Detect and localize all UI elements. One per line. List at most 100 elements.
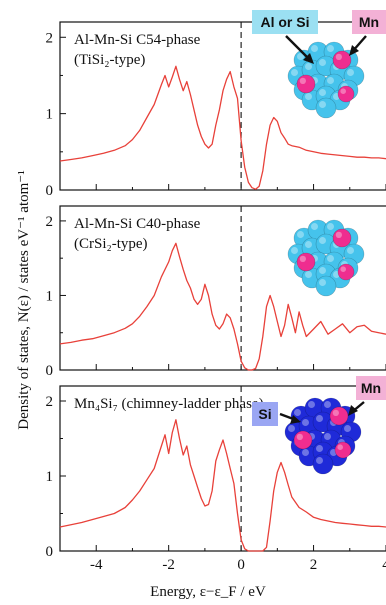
- cluster-accent-atom-a: [332, 228, 352, 248]
- cluster-atom-2-highlight: [324, 401, 331, 408]
- y-tick-label: 0: [46, 183, 54, 199]
- cluster-accent-atom-a-highlight: [335, 53, 342, 60]
- cluster-atom-14-highlight: [316, 445, 323, 452]
- cluster-accent-atom-c-highlight: [337, 444, 344, 451]
- cluster-atom-6-highlight: [319, 237, 326, 244]
- cluster-atom-1-highlight: [311, 45, 318, 52]
- cluster-accent-atom-c-highlight: [340, 88, 347, 94]
- dos-curve: [59, 419, 386, 552]
- cluster-accent-atom-c: [334, 441, 352, 459]
- cluster-atom-4-highlight: [291, 69, 298, 76]
- cluster-atom-16: [312, 453, 334, 475]
- cluster-accent-atom-b: [296, 252, 316, 272]
- cluster-atom-2-highlight: [327, 45, 334, 52]
- cluster-accent-atom-c: [337, 263, 355, 281]
- cluster-atom-4-highlight: [291, 247, 298, 254]
- cluster-atom-0-highlight: [297, 231, 304, 238]
- y-tick-label: 2: [46, 214, 54, 230]
- cluster-accent-atom-a-highlight: [332, 409, 339, 416]
- cluster-atom-11-highlight: [327, 255, 334, 262]
- dos-curve: [59, 242, 386, 371]
- x-axis-label: Energy, ε−ε_F / eV: [150, 584, 266, 600]
- y-axis-label: Density of states, N(ε) / states eV⁻¹ at…: [16, 170, 32, 429]
- legend-arrowhead: [349, 45, 359, 56]
- panel-title: Al-Mn-Si C40-phase: [74, 216, 201, 232]
- cluster-atom-13-highlight: [302, 449, 309, 456]
- cluster-atom-6-highlight: [319, 59, 326, 66]
- legend-mn-badge: [352, 10, 386, 34]
- cluster-accent-atom-b: [296, 74, 316, 94]
- cluster-atom-13-highlight: [305, 93, 312, 100]
- cluster-atom-5-highlight: [305, 63, 312, 70]
- cluster-atom-16-highlight: [319, 101, 326, 108]
- cluster-atom-13-highlight: [305, 271, 312, 278]
- panel-frame: [59, 385, 386, 552]
- cluster-atom-5-highlight: [305, 241, 312, 248]
- y-tick-label: 2: [46, 394, 54, 410]
- crystal-cluster-mn4si7: [284, 397, 362, 475]
- cluster-atom-4-highlight: [288, 425, 295, 432]
- legend-arrowhead: [290, 415, 301, 424]
- cluster-atom-16-highlight: [319, 279, 326, 286]
- y-tick-label: 0: [46, 363, 54, 379]
- panel-frame: [59, 205, 386, 371]
- cluster-accent-atom-b-highlight: [296, 433, 303, 440]
- cluster-accent-atom-b-highlight: [299, 255, 306, 262]
- panel-2: 0 1 2 Al-Mn-Si C40-phase (CrSi₂-type): [46, 205, 386, 379]
- x-tick-label: 0: [237, 557, 245, 573]
- cluster-accent-atom-b: [293, 430, 313, 450]
- x-tick-label: 4: [382, 557, 386, 573]
- panel-subtitle: (CrSi₂-type): [74, 236, 148, 252]
- cluster-accent-atom-b-highlight: [299, 77, 306, 84]
- cluster-atom-11-highlight: [324, 433, 331, 440]
- legend-mn-badge: [356, 376, 386, 400]
- cluster-atom-1-highlight: [308, 401, 315, 408]
- panel-title: Al-Mn-Si C54-phase: [74, 32, 201, 48]
- cluster-atom-16-highlight: [316, 457, 323, 464]
- cluster-accent-atom-a: [332, 50, 352, 70]
- panel-subtitle: (TiSi₂-type): [74, 52, 145, 68]
- cluster-atom-0-highlight: [297, 53, 304, 60]
- cluster-atom-8-highlight: [347, 69, 354, 76]
- panel-3: 0 1 2 Mn₄Si₇ (chimney-ladder phase)Si Mn: [46, 376, 386, 560]
- legend-si-label: Si: [258, 406, 271, 422]
- panels-group: 0 1 2 Al-Mn-Si C54-phase (TiSi₂-type) Al or S…: [46, 10, 386, 560]
- legend-arrow: [285, 35, 311, 61]
- cluster-atom-6-highlight: [316, 415, 323, 422]
- cluster-accent-atom-c: [337, 85, 355, 103]
- panel-title: Mn₄Si₇ (chimney-ladder phase): [74, 396, 264, 412]
- y-tick-label: 2: [46, 30, 54, 46]
- x-tick-label: 2: [310, 557, 318, 573]
- cluster-atom-16: [315, 275, 337, 297]
- cluster-atom-0-highlight: [294, 409, 301, 416]
- cluster-atom-16: [315, 97, 337, 119]
- legend-si-badge: [252, 402, 278, 426]
- legend-mn-label: Mn: [361, 380, 381, 396]
- cluster-atom-5-highlight: [302, 419, 309, 426]
- y-tick-label: 1: [46, 107, 54, 123]
- legend-mn-label: Mn: [359, 14, 379, 30]
- y-tick-label: 1: [46, 288, 54, 304]
- legend-al-si-label: Al or Si: [260, 14, 309, 30]
- panel-1: 0 1 2 Al-Mn-Si C54-phase (TiSi₂-type) Al or S…: [46, 10, 386, 199]
- dos-curve: [59, 65, 386, 190]
- cluster-atom-1-highlight: [311, 223, 318, 230]
- cluster-atom-14-highlight: [319, 267, 326, 274]
- x-tick-label: -2: [162, 557, 175, 573]
- cluster-atom-8-highlight: [347, 247, 354, 254]
- panel-frame: [59, 21, 386, 191]
- crystal-cluster-c40: [287, 219, 365, 297]
- y-tick-label: 1: [46, 469, 54, 485]
- cluster-accent-atom-a-highlight: [335, 231, 342, 239]
- legend-al-si-badge: [252, 10, 318, 34]
- cluster-accent-atom-a: [329, 406, 349, 426]
- cluster-atom-14-highlight: [319, 89, 326, 96]
- x-axis: -4 -2 0 2 4: [90, 557, 386, 573]
- cluster-atom-2-highlight: [327, 223, 334, 230]
- legend-arrowhead: [303, 53, 314, 64]
- cluster-atom-8-highlight: [344, 425, 351, 432]
- cluster-accent-atom-c-highlight: [340, 266, 347, 273]
- cluster-atom-11-highlight: [327, 77, 334, 84]
- y-tick-label: 0: [46, 544, 54, 560]
